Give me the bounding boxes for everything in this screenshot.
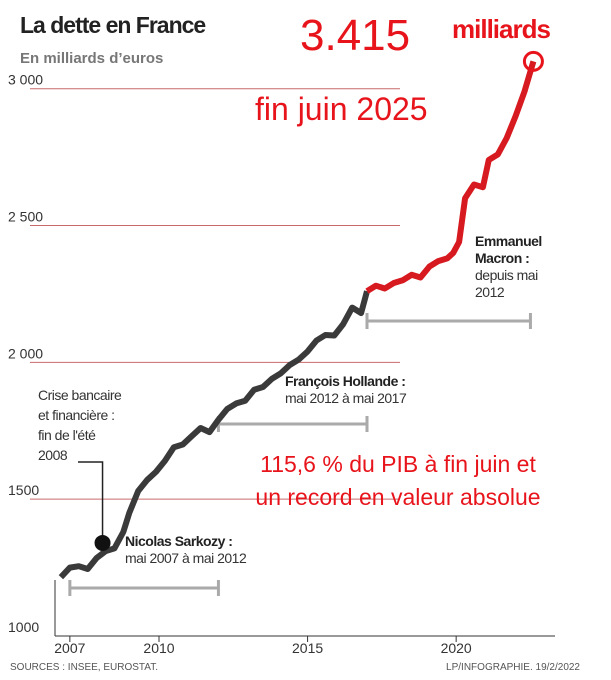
x-tick-label: 2010 — [143, 640, 174, 656]
crisis-label: 2008 — [38, 447, 68, 463]
crisis-label: fin de l'été — [38, 427, 96, 443]
source: SOURCES : INSEE, EUROSTAT. — [10, 662, 158, 673]
period-name: François Hollande : — [285, 373, 405, 389]
note: 115,6 % du PIB à fin juin et — [260, 451, 536, 477]
crisis-point — [94, 534, 111, 551]
period-name: Nicolas Sarkozy : — [125, 533, 232, 549]
y-tick-label: 1000 — [8, 619, 39, 635]
headline-date: fin juin 2025 — [255, 91, 428, 127]
headline-value: 3.415 — [300, 11, 410, 60]
y-tick-label: 1500 — [8, 482, 39, 498]
crisis-leader — [78, 461, 104, 543]
period-detail: depuis mai — [475, 267, 538, 283]
period-detail: 2012 — [475, 284, 505, 300]
debt-line — [365, 60, 537, 294]
crisis-label: Crise bancaire — [38, 387, 122, 403]
note: un record en valeur absolue — [255, 484, 540, 510]
crisis-label: et financière : — [38, 407, 115, 423]
credit: LP/INFOGRAPHIE. 19/2/2022 — [446, 662, 580, 673]
period-detail: mai 2012 à mai 2017 — [285, 390, 407, 406]
x-tick-label: 2015 — [292, 640, 323, 656]
y-tick-label: 2 000 — [8, 345, 43, 361]
chart-subtitle: En milliards d’euros — [20, 50, 163, 67]
x-tick-label: 2020 — [441, 640, 472, 656]
period-name: Macron : — [475, 250, 529, 266]
period-detail: mai 2007 à mai 2012 — [125, 550, 247, 566]
y-tick-label: 3 000 — [8, 72, 43, 88]
debt-line — [58, 290, 370, 580]
period-name: Emmanuel — [475, 233, 542, 249]
headline-unit: milliards — [452, 14, 550, 44]
y-tick-label: 2 500 — [8, 209, 43, 225]
chart-title: La dette en France — [20, 12, 205, 38]
x-tick-label: 2007 — [54, 640, 85, 656]
highlight-point — [522, 50, 544, 72]
